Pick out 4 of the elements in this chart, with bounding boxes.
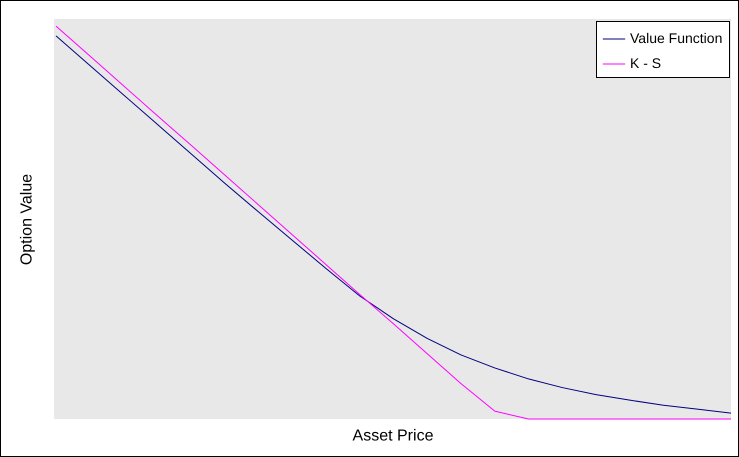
x-axis-title: Asset Price	[352, 428, 434, 444]
y-axis-title: Option Value	[18, 174, 36, 266]
legend-label: K - S	[630, 55, 662, 71]
legend-label: Value Function	[630, 30, 722, 46]
